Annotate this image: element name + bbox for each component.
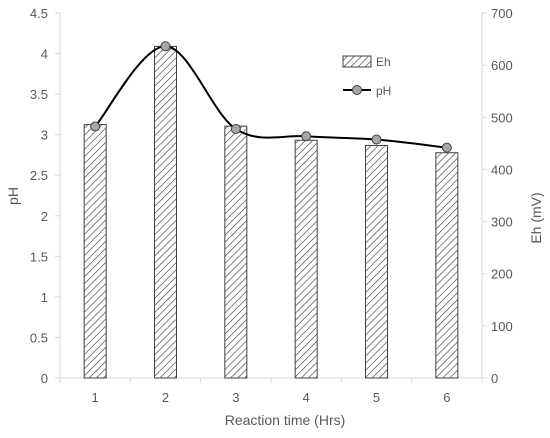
legend-eh-swatch	[342, 55, 372, 68]
y2-tick-label: 500	[491, 110, 513, 125]
line-ph	[94, 45, 447, 149]
bar-eh	[294, 139, 318, 379]
y2-tick-label: 100	[491, 319, 513, 334]
x-axis-title: Reaction time (Hrs)	[225, 412, 346, 428]
legend: Eh pH	[342, 55, 391, 98]
bar-eh	[154, 45, 177, 379]
y-tick-label: 0	[41, 371, 48, 386]
y2-tick-label: 400	[491, 162, 513, 177]
x-tick-label: 2	[162, 390, 169, 405]
point-ph	[160, 41, 171, 52]
y-tick-label: 3.5	[30, 87, 48, 102]
plot-area: 0 0.5 1 1.5 2 2.5 3 3.5 4 4.5 0 100 200 300 400 500 600 7…	[30, 6, 513, 405]
y-tick-label: 1	[41, 290, 48, 305]
y-axis-title: pH	[5, 187, 21, 205]
point-ph	[441, 142, 452, 153]
x-tick-label: 4	[303, 390, 310, 405]
y2-tick-label: 700	[491, 6, 513, 21]
point-ph	[301, 131, 312, 142]
point-ph	[90, 121, 101, 132]
bar-eh	[365, 144, 388, 379]
y-tick-label: 0.5	[30, 330, 48, 345]
y-tick-label: 2	[41, 209, 48, 224]
y2-tick-label: 600	[491, 58, 513, 73]
y2-tick-label: 0	[491, 371, 498, 386]
x-tick-label: 5	[373, 390, 380, 405]
x-tick-label: 1	[92, 390, 99, 405]
y-tick-label: 3	[41, 128, 48, 143]
y-tick-label: 2.5	[30, 168, 48, 183]
bar-eh	[83, 124, 107, 379]
y2-tick-label: 200	[491, 267, 513, 282]
legend-ph-label: pH	[376, 84, 391, 98]
y2-tick-label: 300	[491, 215, 513, 230]
legend-eh-label: Eh	[376, 55, 391, 69]
bar-eh	[435, 152, 459, 379]
point-ph	[230, 123, 241, 134]
bar-eh	[224, 125, 248, 379]
x-tick-label: 3	[232, 390, 239, 405]
y-tick-label: 4	[41, 47, 48, 62]
point-ph	[371, 134, 382, 145]
y-tick-label: 1.5	[30, 249, 48, 264]
y2-axis-title: Eh (mV)	[528, 192, 544, 243]
y-tick-label: 4.5	[30, 6, 48, 21]
x-tick-label: 6	[443, 390, 450, 405]
legend-ph-marker	[352, 85, 362, 95]
